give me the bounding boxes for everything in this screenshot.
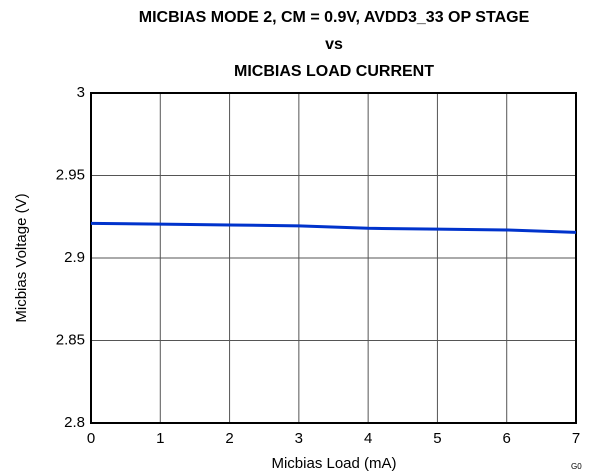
chart-title: MICBIAS LOAD CURRENT <box>234 63 434 80</box>
x-tick-label: 4 <box>364 430 372 447</box>
x-tick-label: 3 <box>295 430 303 447</box>
x-tick-label: 6 <box>503 430 511 447</box>
plot-frame <box>90 92 577 424</box>
annotation: G0 <box>571 462 582 471</box>
y-axis-label: Micbias Voltage (V) <box>13 193 30 322</box>
x-tick-label: 2 <box>225 430 233 447</box>
x-tick-label: 5 <box>433 430 441 447</box>
data-line <box>90 221 577 234</box>
x-tick-label: 0 <box>87 430 95 447</box>
x-tick-label: 1 <box>156 430 164 447</box>
x-tick-label: 7 <box>572 430 580 447</box>
y-tick-label: 2.95 <box>56 166 85 183</box>
x-axis-label: Micbias Load (mA) <box>271 455 396 472</box>
chart-title: MICBIAS MODE 2, CM = 0.9V, AVDD3_33 OP S… <box>139 9 530 26</box>
y-tick-label: 2.9 <box>64 249 85 266</box>
y-tick-label: 3 <box>77 84 85 101</box>
chart-title: vs <box>325 36 343 53</box>
y-tick-label: 2.8 <box>64 414 85 431</box>
y-tick-label: 2.85 <box>56 331 85 348</box>
